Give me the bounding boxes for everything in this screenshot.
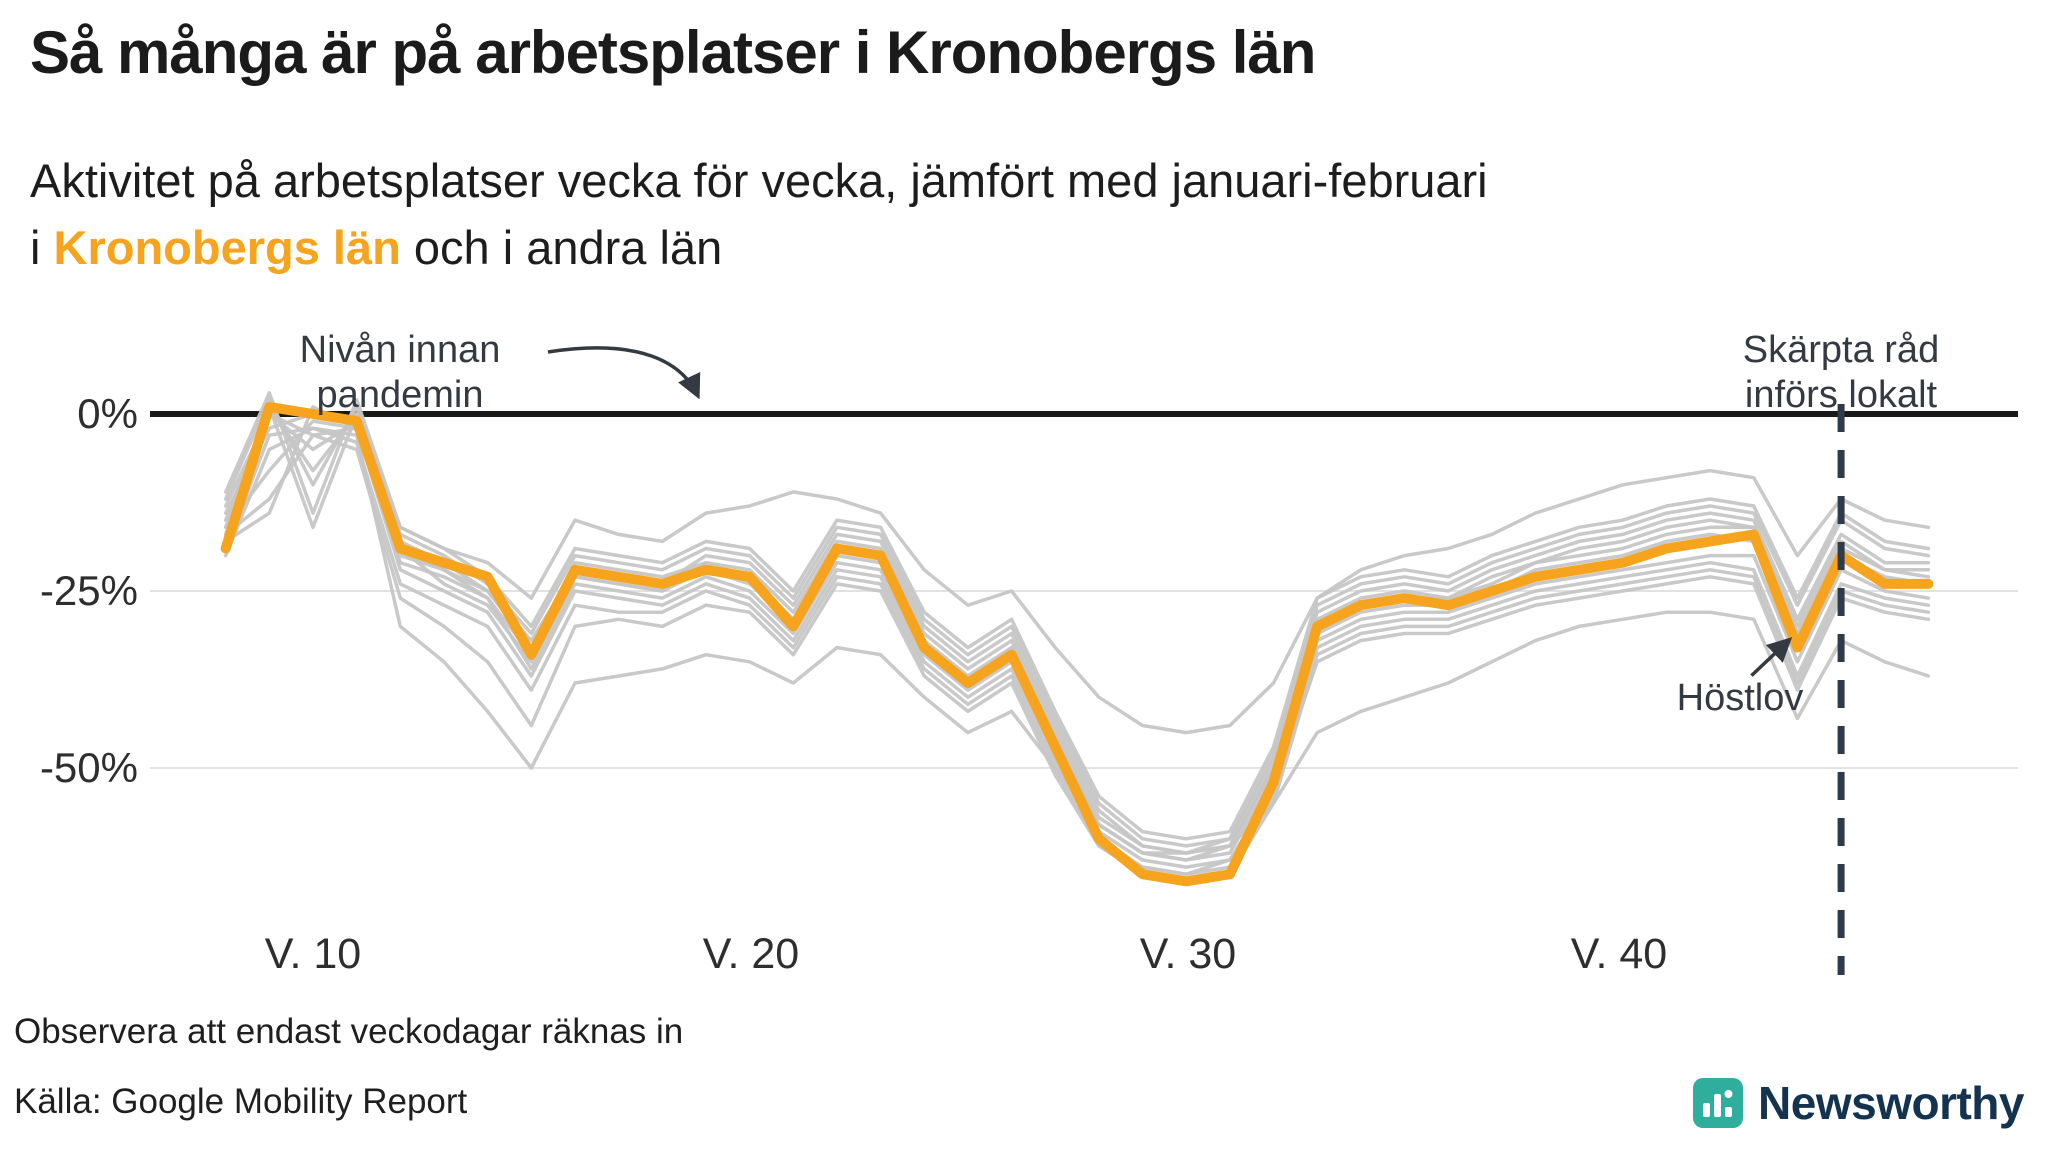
annotation-prepandemic-level: Nivån innan pandemin (299, 329, 501, 416)
y-tick-minus50: -50% (39, 744, 138, 791)
chart-subtitle: Aktivitet på arbetsplatser vecka för vec… (30, 148, 1488, 281)
footnote-weekdays: Observera att endast veckodagar räknas i… (14, 1012, 684, 1051)
kronoberg-line-group (220, 401, 1934, 887)
highlight-region-name: Kronobergs län (53, 220, 401, 274)
county-line (223, 391, 1931, 841)
y-tick-0: 0% (77, 390, 138, 437)
other-counties-lines (223, 391, 1931, 884)
county-line (223, 412, 1931, 735)
annotation-autumn-break: Höstlov (1676, 677, 1804, 719)
subtitle-line-2: i Kronobergs län och i andra län (30, 220, 723, 274)
prepandemic-arrow (547, 346, 701, 400)
source-credit: Källa: Google Mobility Report (14, 1082, 468, 1121)
newsworthy-brand: Newsworthy (1692, 1076, 2024, 1130)
hostlov-arrow (1750, 637, 1793, 677)
brand-name: Newsworthy (1758, 1077, 2024, 1129)
subtitle-line-1: Aktivitet på arbetsplatser vecka för vec… (30, 154, 1488, 207)
x-tick-v20: V. 20 (702, 930, 800, 978)
y-tick-minus25: -25% (39, 567, 138, 614)
x-tick-v40: V. 40 (1570, 930, 1668, 978)
x-tick-v30: V. 30 (1139, 930, 1237, 978)
x-tick-v10: V. 10 (264, 930, 362, 978)
county-line (223, 433, 1931, 876)
newsworthy-logo-icon (1693, 1078, 1744, 1128)
kronoberg-line (220, 401, 1934, 887)
page-title: Så många är på arbetsplatser i Kronoberg… (30, 19, 1316, 86)
county-line (223, 426, 1931, 884)
annotation-local-rules: Skärpta råd införs lokalt (1742, 329, 1940, 416)
